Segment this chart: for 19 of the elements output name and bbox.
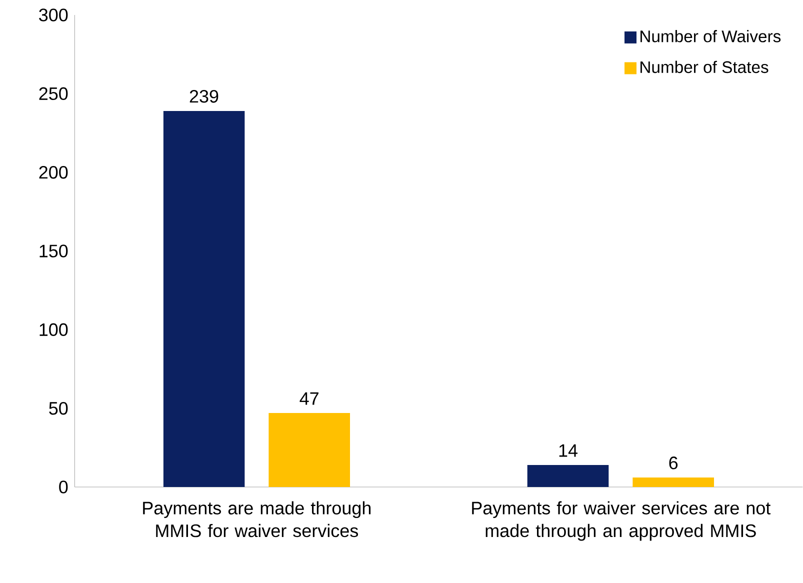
data-label: 6 (669, 456, 678, 470)
bar (527, 464, 609, 488)
y-tick-label: 300 (39, 8, 68, 22)
x-tick-label: Payments are made through MMIS for waiver services (143, 501, 371, 538)
bar (268, 413, 350, 488)
bar (632, 478, 714, 488)
bar (163, 110, 245, 488)
legend-label: Number of Waivers (640, 30, 781, 42)
legend-label: Number of States (640, 60, 768, 74)
data-label: 239 (190, 90, 218, 103)
y-tick-label: 200 (39, 166, 68, 179)
y-tick-label: 0 (59, 480, 68, 494)
data-label: 14 (559, 444, 578, 457)
data-label: 47 (300, 392, 318, 405)
y-tick-label: 50 (49, 402, 68, 415)
y-tick-label: 100 (40, 323, 68, 336)
x-tick-label: Payments for waiver services are not made through an approved MMIS (472, 501, 771, 541)
y-tick-label: 150 (40, 244, 68, 258)
y-tick-label: 250 (39, 87, 68, 100)
